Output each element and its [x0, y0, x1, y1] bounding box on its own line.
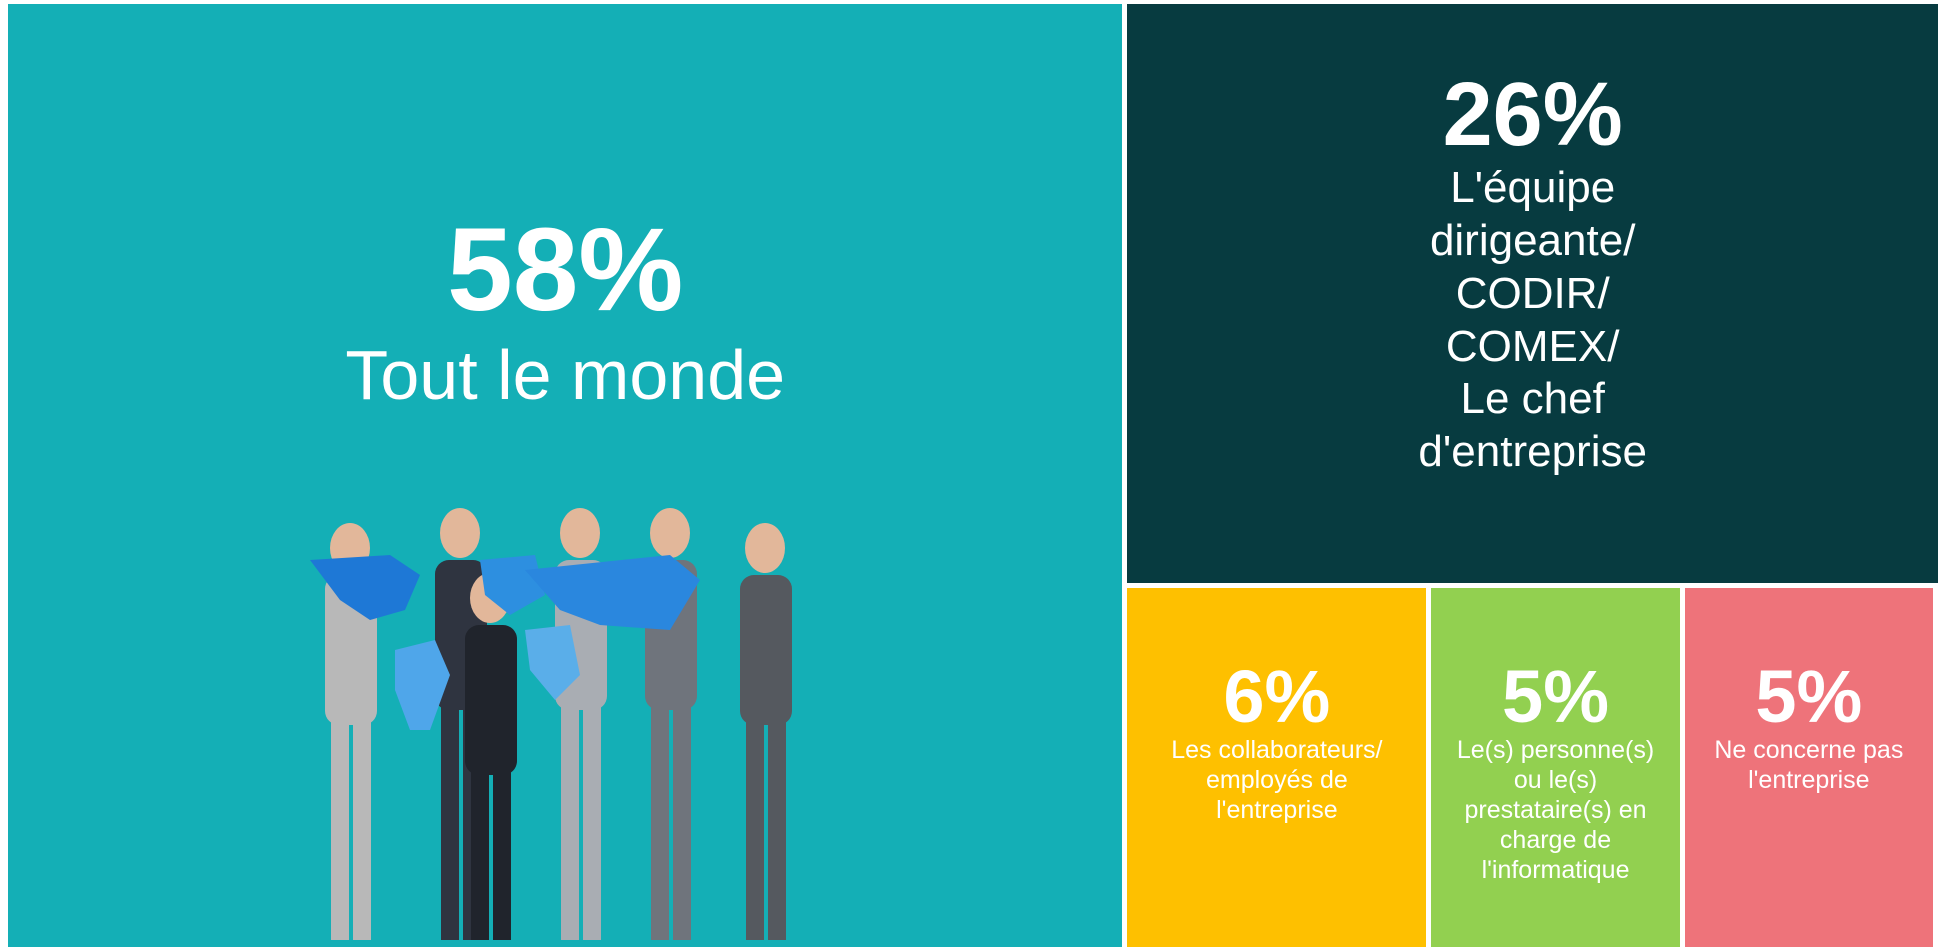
tile: 26% L'équipe dirigeante/ CODIR/ COMEX/ Le… [1127, 4, 1938, 583]
category-label: Tout le monde [345, 335, 786, 414]
tile: 5% Le(s) personne(s) ou le(s) prestataire… [1431, 587, 1680, 947]
category-label: L'équipe dirigeante/ CODIR/ COMEX/ Le ch… [1418, 163, 1647, 477]
tile: 6% Les collaborateurs/ employés de l'entr… [1127, 587, 1427, 947]
value-label: 5% [1502, 654, 1609, 738]
value-label: 6% [1223, 654, 1331, 738]
tile: 5% Ne concerne pas l'entreprise [1684, 587, 1933, 947]
category-label: Les collaborateurs/ employés de l'entrep… [1171, 736, 1383, 825]
value-label: 58% [447, 204, 684, 336]
value-label: 5% [1755, 654, 1863, 738]
people-illustration [310, 508, 792, 940]
category-label: Ne concerne pas l'entreprise [1714, 736, 1904, 795]
category-label: Le(s) personne(s) ou le(s) prestataire(s… [1456, 736, 1655, 885]
value-label: 26% [1442, 64, 1623, 165]
